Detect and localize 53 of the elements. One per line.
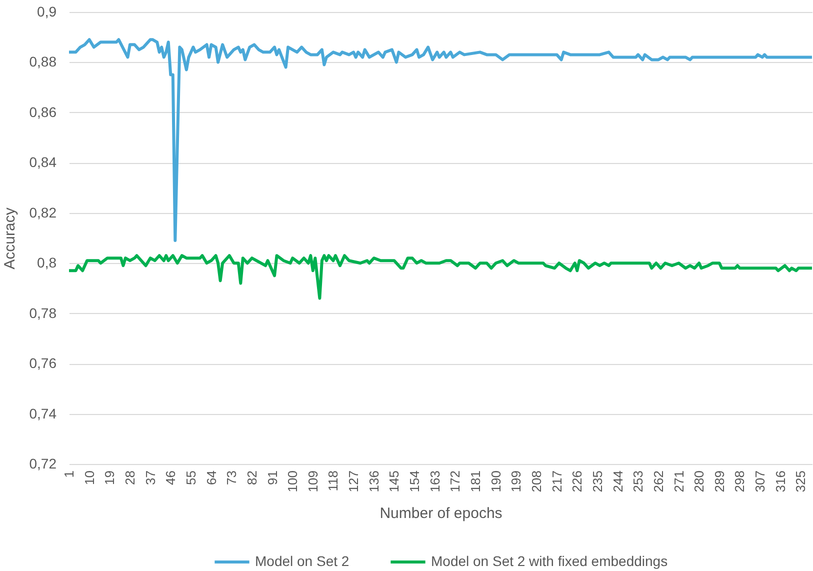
y-tick-label: 0,84 xyxy=(29,154,57,170)
y-tick-label: 0,8 xyxy=(37,254,57,271)
x-tick-label: 181 xyxy=(468,470,484,492)
x-tick-label: 55 xyxy=(183,470,198,485)
x-tick-label: 244 xyxy=(610,470,626,492)
x-tick-label: 298 xyxy=(732,470,748,492)
x-tick-label: 253 xyxy=(630,470,646,492)
x-tick-label: 1 xyxy=(62,470,76,478)
x-tick-label: 307 xyxy=(752,470,768,492)
y-tick-label: 0,72 xyxy=(29,456,57,472)
line-series xyxy=(69,38,812,242)
x-tick-label: 10 xyxy=(82,470,97,485)
x-tick-label: 280 xyxy=(692,470,707,492)
x-tick-label: 91 xyxy=(264,470,280,485)
legend-label: Model on Set 2 xyxy=(255,553,350,569)
x-tick-label: 82 xyxy=(244,470,260,485)
x-tick-label: 28 xyxy=(122,470,138,485)
y-tick-label: 0,76 xyxy=(29,355,57,372)
legend-label: Model on Set 2 with fixed embeddings xyxy=(431,553,668,569)
x-tick-label: 325 xyxy=(793,470,808,492)
x-tick-label: 154 xyxy=(407,470,422,492)
y-tick-label: 0,82 xyxy=(29,204,57,220)
x-tick-label: 235 xyxy=(590,470,605,492)
x-tick-label: 46 xyxy=(163,470,178,485)
y-tick-label: 0,86 xyxy=(29,104,57,120)
x-tick-label: 217 xyxy=(549,470,564,492)
y-tick-label: 0,9 xyxy=(37,4,57,20)
x-tick-label: 73 xyxy=(224,470,240,485)
y-tick-label: 0,88 xyxy=(29,54,57,70)
x-tick-label: 289 xyxy=(712,470,727,492)
x-tick-label: 271 xyxy=(671,470,686,492)
x-tick-label: 262 xyxy=(650,470,666,492)
x-tick-label: 163 xyxy=(427,470,442,492)
line-series xyxy=(69,254,812,300)
x-tick-label: 100 xyxy=(285,470,300,492)
x-tick-label: 145 xyxy=(386,470,402,492)
x-tick-label: 316 xyxy=(772,470,788,492)
x-tick-label: 190 xyxy=(488,470,504,492)
x-tick-label: 226 xyxy=(570,470,585,492)
x-tick-label: 109 xyxy=(305,470,320,492)
x-axis-title: Number of epochs xyxy=(380,505,502,522)
x-tick-label: 37 xyxy=(142,470,158,485)
x-tick-label: 172 xyxy=(448,470,463,492)
y-tick-label: 0,78 xyxy=(29,304,57,321)
x-tick-label: 208 xyxy=(528,470,544,492)
x-tick-label: 118 xyxy=(326,470,341,492)
x-tick-label: 199 xyxy=(508,470,524,492)
x-tick-label: 19 xyxy=(102,470,118,485)
x-tick-label: 136 xyxy=(366,470,382,492)
y-tick-label: 0,74 xyxy=(29,405,57,422)
x-tick-label: 64 xyxy=(204,470,219,485)
x-tick-label: 127 xyxy=(346,470,362,492)
y-axis-title: Accuracy xyxy=(1,207,18,270)
